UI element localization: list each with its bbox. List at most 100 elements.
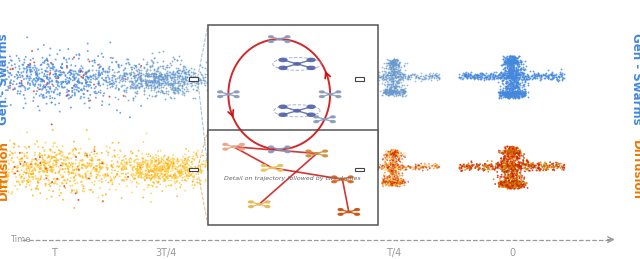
Point: [388, 179, 398, 183]
Point: [532, 166, 543, 170]
Point: [385, 149, 396, 154]
Point: [180, 157, 190, 161]
Point: [387, 157, 397, 162]
Point: [361, 166, 371, 170]
Point: [511, 66, 521, 70]
Point: [387, 154, 397, 158]
Point: [512, 81, 522, 85]
Point: [473, 163, 483, 167]
Point: [86, 171, 96, 176]
Point: [395, 68, 405, 72]
Point: [510, 152, 520, 156]
Point: [384, 89, 394, 93]
Point: [188, 162, 198, 166]
Point: [488, 76, 499, 80]
Point: [94, 163, 104, 167]
Point: [31, 176, 41, 181]
Point: [77, 81, 87, 85]
Point: [505, 86, 515, 90]
Point: [97, 160, 108, 164]
Point: [123, 76, 133, 80]
Point: [518, 84, 529, 88]
Point: [501, 164, 511, 168]
Point: [506, 92, 516, 96]
Point: [358, 166, 369, 170]
Point: [166, 160, 177, 164]
Point: [89, 166, 99, 170]
Point: [506, 181, 516, 185]
Point: [508, 62, 518, 67]
Point: [508, 73, 518, 77]
Point: [381, 149, 391, 154]
Point: [404, 165, 415, 169]
Point: [511, 83, 521, 88]
Point: [513, 59, 524, 63]
Point: [511, 184, 522, 188]
Point: [390, 72, 401, 76]
Point: [131, 177, 141, 181]
Point: [455, 167, 465, 171]
Point: [24, 66, 35, 70]
Point: [420, 165, 431, 169]
Point: [391, 61, 401, 65]
Point: [500, 62, 511, 66]
Point: [8, 67, 18, 71]
Point: [509, 94, 519, 98]
Point: [13, 170, 24, 174]
Point: [64, 172, 74, 176]
Point: [499, 145, 509, 149]
Point: [150, 169, 160, 173]
Point: [143, 168, 154, 172]
Point: [465, 76, 475, 80]
Point: [168, 79, 178, 83]
Point: [511, 80, 522, 84]
Point: [396, 64, 406, 69]
Point: [60, 170, 70, 174]
Point: [495, 75, 506, 79]
Point: [510, 86, 520, 90]
Point: [458, 71, 468, 75]
Point: [378, 89, 388, 93]
Point: [381, 77, 391, 81]
Point: [512, 69, 522, 73]
Point: [15, 89, 26, 93]
Point: [513, 146, 524, 150]
Point: [506, 161, 516, 165]
Point: [154, 161, 164, 165]
Point: [559, 76, 569, 80]
Point: [156, 77, 166, 81]
Point: [499, 90, 509, 94]
Point: [502, 152, 513, 156]
Point: [0, 167, 8, 171]
Point: [381, 183, 391, 187]
Point: [148, 155, 158, 159]
Point: [24, 175, 35, 179]
Point: [430, 163, 440, 167]
Point: [207, 87, 218, 91]
Point: [545, 160, 556, 164]
Point: [168, 160, 178, 164]
Point: [123, 98, 133, 102]
Point: [499, 181, 509, 185]
Point: [511, 58, 521, 62]
Point: [389, 165, 399, 169]
Point: [150, 74, 161, 78]
Point: [501, 93, 511, 97]
Point: [520, 165, 531, 169]
Point: [6, 158, 17, 162]
Point: [511, 90, 522, 94]
Point: [115, 111, 125, 115]
Point: [467, 163, 477, 167]
Point: [458, 73, 468, 77]
Point: [518, 93, 529, 98]
Circle shape: [279, 58, 287, 62]
Point: [184, 173, 194, 177]
Point: [434, 165, 444, 169]
Point: [504, 182, 515, 186]
Point: [466, 76, 476, 80]
Point: [500, 161, 511, 166]
Point: [84, 188, 94, 192]
Point: [516, 165, 526, 169]
Point: [555, 70, 565, 75]
Point: [385, 76, 396, 81]
